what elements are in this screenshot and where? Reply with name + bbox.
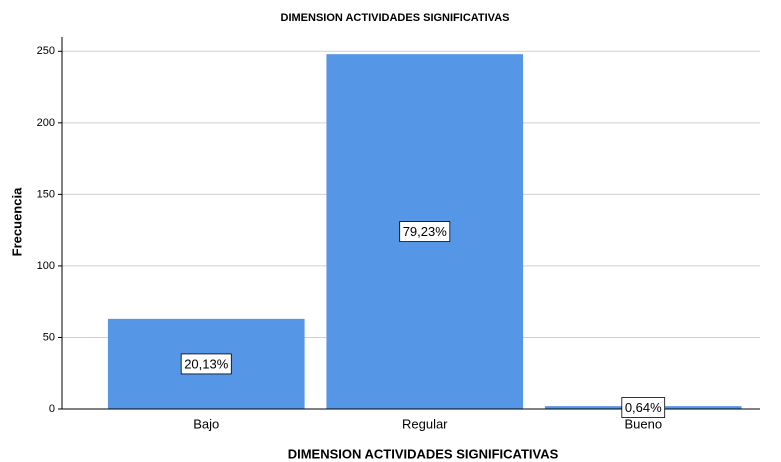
- y-tick-label: 150: [37, 188, 55, 200]
- y-axis-label: Frecuencia: [9, 187, 24, 256]
- y-tick-label: 200: [37, 117, 55, 129]
- x-tick-label: Bajo: [193, 416, 219, 431]
- y-tick-label: 50: [43, 331, 55, 343]
- percent-label-box: [621, 397, 666, 418]
- y-tick-label: 100: [37, 260, 55, 272]
- x-tick-label: Regular: [402, 416, 448, 431]
- chart-title: DIMENSION ACTIVIDADES SIGNIFICATIVAS: [281, 12, 510, 24]
- y-tick-label: 250: [37, 45, 55, 57]
- percent-label: 79,23%: [403, 224, 448, 239]
- y-tick-label: 0: [49, 403, 55, 415]
- percent-label: 20,13%: [184, 356, 229, 371]
- x-tick-label: Bueno: [624, 416, 662, 431]
- x-axis-label: DIMENSION ACTIVIDADES SIGNIFICATIVAS: [288, 446, 559, 461]
- percent-label-box: [399, 221, 451, 242]
- percent-label: 0,64%: [625, 400, 662, 415]
- percent-label-box: [180, 353, 232, 375]
